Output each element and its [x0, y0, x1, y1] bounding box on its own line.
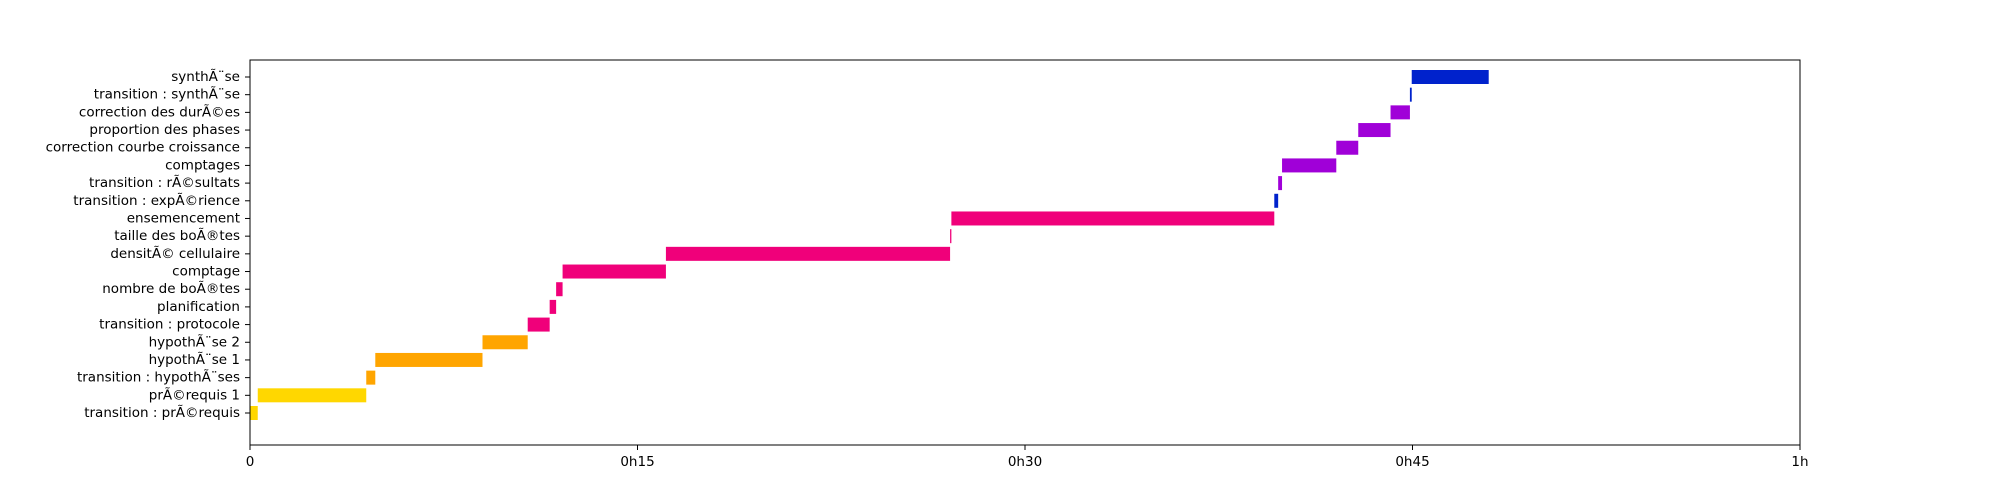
bar-11	[951, 211, 1275, 226]
y-tick-label-7: nombre de boÃ®tes	[102, 280, 240, 297]
bar-12	[1274, 193, 1279, 208]
y-tick-label-5: transition : protocole	[99, 317, 240, 333]
bar-4	[482, 335, 528, 350]
bar-3	[375, 352, 483, 367]
y-tick-label-10: taille des boÃ®tes	[114, 227, 240, 244]
axes-frame	[249, 59, 1801, 446]
bar-18	[1409, 87, 1412, 102]
bar-6	[549, 299, 557, 314]
x-tick-label-4: 1h	[1791, 454, 1808, 470]
bar-19	[1411, 70, 1489, 84]
bar-14	[1282, 158, 1337, 173]
y-tick-label-3: hypothÃ¨se 1	[149, 351, 240, 368]
x-tick-label-2: 0h30	[1008, 454, 1042, 470]
x-tick-label-0: 0	[246, 454, 255, 470]
y-tick-label-1: prÃ©requis 1	[149, 386, 240, 403]
x-tick-label-3: 0h45	[1395, 454, 1429, 470]
y-tick-label-6: planification	[157, 299, 240, 315]
y-tick-label-9: densitÃ© cellulaire	[110, 245, 240, 262]
x-tick-label-1: 0h15	[620, 454, 654, 470]
y-tick-label-11: ensemencement	[127, 210, 240, 226]
y-tick-label-4: hypothÃ¨se 2	[149, 333, 240, 350]
y-tick-label-19: synthÃ¨se	[171, 68, 240, 85]
bar-0	[250, 406, 258, 420]
y-tick-label-18: transition : synthÃ¨se	[94, 86, 240, 103]
y-tick-label-8: comptage	[172, 264, 240, 280]
bar-8	[562, 264, 666, 279]
bar-13	[1278, 176, 1283, 191]
y-tick-label-15: correction courbe croissance	[46, 140, 240, 156]
y-tick-label-13: transition : rÃ©sultats	[89, 174, 240, 191]
y-tick-label-16: proportion des phases	[89, 122, 240, 138]
y-tick-label-2: transition : hypothÃ¨ses	[77, 369, 240, 386]
bar-9	[665, 246, 951, 261]
bar-5	[527, 317, 550, 332]
bar-7	[556, 282, 563, 297]
bars-layer	[250, 70, 1489, 420]
bar-15	[1336, 140, 1359, 155]
bar-16	[1358, 123, 1391, 138]
bar-1	[257, 388, 367, 403]
x-axis: 0 0h15 0h30 0h45 1h	[246, 445, 1809, 470]
bar-10	[950, 229, 952, 244]
y-tick-label-17: correction des durÃ©es	[79, 103, 240, 120]
bar-17	[1390, 105, 1410, 120]
y-tick-label-14: comptages	[165, 157, 240, 173]
bar-2	[366, 370, 376, 385]
y-tick-label-12: transition : expÃ©rience	[73, 192, 240, 209]
y-tick-label-0: transition : prÃ©requis	[84, 404, 240, 421]
